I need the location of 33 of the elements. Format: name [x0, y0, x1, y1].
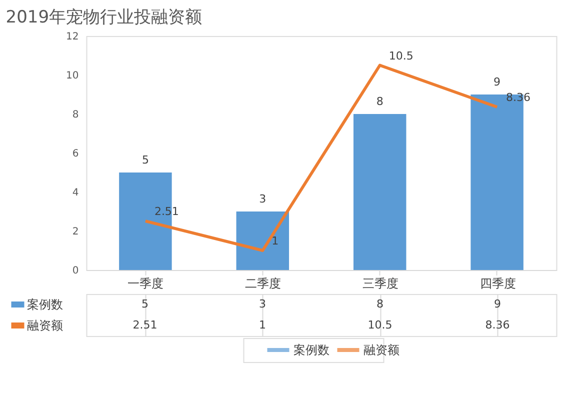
- data-label: 1: [259, 318, 266, 332]
- text: 融资额: [26, 318, 63, 332]
- data-label: 8.36: [485, 318, 510, 332]
- text: 5: [142, 154, 149, 166]
- x-tick-label: 三季度: [362, 276, 398, 290]
- chart-title: 2019年宠物行业投融资额: [6, 8, 202, 28]
- data-label: 3: [259, 298, 266, 310]
- legend-label: 融资额: [363, 343, 400, 357]
- text: 案例数: [293, 343, 330, 357]
- x-tick-label: 一季度: [128, 276, 164, 290]
- y-tick-label: 4: [72, 188, 79, 198]
- data-label: 10.5: [368, 318, 392, 332]
- data-label: 5: [142, 298, 148, 310]
- data-label: 2.51: [132, 318, 158, 332]
- text: 8: [376, 95, 384, 108]
- y-tick-label: 2: [72, 226, 79, 238]
- data-label: 8: [376, 298, 384, 310]
- text: 1: [272, 234, 279, 248]
- y-tick-label: 6: [72, 148, 79, 160]
- y-tick-label: 12: [66, 32, 79, 42]
- bar: [236, 212, 290, 270]
- y-tick-label: 0: [72, 266, 79, 276]
- text: 10.5: [388, 49, 414, 62]
- y-tick-label: 8: [72, 110, 79, 120]
- x-tick-label: 四季度: [480, 276, 516, 290]
- legend-label: 案例数: [26, 298, 63, 312]
- data-label: 9: [494, 298, 501, 310]
- bar: [353, 114, 406, 270]
- line-series: [144, 64, 499, 252]
- x-tick-label: 二季度: [245, 276, 281, 290]
- text: 9: [494, 76, 501, 88]
- text: 3: [259, 192, 266, 206]
- y-tick-label: 10: [66, 70, 79, 82]
